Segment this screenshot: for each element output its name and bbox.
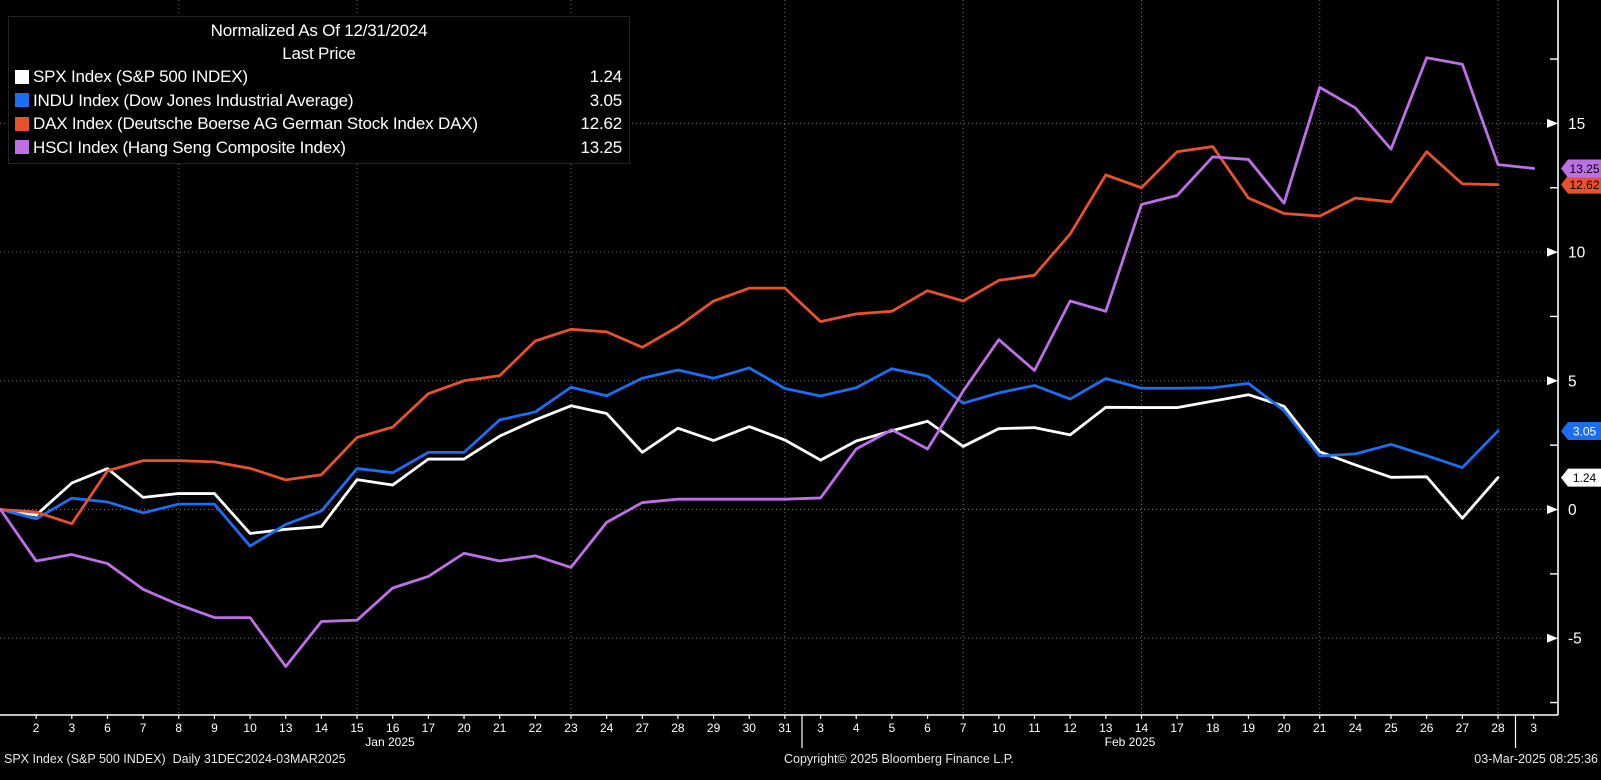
x-axis-tick-label: 17 <box>1170 721 1184 735</box>
x-axis-tick-label: 31 <box>778 721 792 735</box>
last-price-badge <box>1561 175 1601 194</box>
x-axis-tick-label: 3 <box>1530 721 1537 735</box>
x-axis-tick-label: 23 <box>564 721 578 735</box>
legend-label: SPX Index (S&P 500 INDEX) <box>33 67 248 86</box>
x-axis-tick-label: 18 <box>1206 721 1220 735</box>
x-axis-tick-label: 20 <box>457 721 471 735</box>
x-axis-tick-label: 12 <box>1063 721 1077 735</box>
x-axis-tick-label: 20 <box>1277 721 1291 735</box>
x-axis-tick-label: 27 <box>1456 721 1470 735</box>
series-line <box>0 56 1536 668</box>
hsci-color-swatch-icon <box>15 140 29 155</box>
x-axis-tick-label: 15 <box>350 721 364 735</box>
x-axis-tick-label: 28 <box>671 721 685 735</box>
x-axis-tick-label: 29 <box>707 721 721 735</box>
last-price-badge-label: 13.25 <box>1569 162 1599 176</box>
axis-arrow-icon <box>1547 118 1558 128</box>
series-line <box>0 145 1500 526</box>
legend-value: 1.24 <box>589 67 622 86</box>
x-axis-tick-label: 16 <box>386 721 400 735</box>
legend-row-indu[interactable]: INDU Index (Dow Jones Industrial Average… <box>9 89 629 113</box>
y-axis-tick-label: 15 <box>1568 116 1585 133</box>
x-axis-tick-label: 17 <box>422 721 436 735</box>
month-label: Feb 2025 <box>1105 735 1156 749</box>
x-axis-tick-label: 19 <box>1242 721 1256 735</box>
legend-subtitle: Last Price <box>282 44 356 63</box>
x-axis-tick-label: 11 <box>1028 721 1041 735</box>
legend-label: INDU Index (Dow Jones Industrial Average… <box>33 90 354 110</box>
x-axis-tick-label: 27 <box>636 721 650 735</box>
x-axis-tick-label: 28 <box>1491 721 1505 735</box>
chart-description: SPX Index (S&P 500 INDEX) Daily 31DEC202… <box>4 752 346 766</box>
x-axis-tick-label: 13 <box>279 721 293 735</box>
timestamp: 03-Mar-2025 08:25:36 <box>1474 752 1598 766</box>
x-axis-tick-label: 6 <box>104 721 111 735</box>
month-label: Jan 2025 <box>365 735 415 749</box>
x-axis-tick-label: 7 <box>140 721 147 735</box>
axis-arrow-icon <box>1547 633 1558 643</box>
dax-color-swatch-icon <box>15 116 29 131</box>
x-axis-tick-label: 3 <box>817 721 824 735</box>
x-axis-tick-label: 22 <box>529 721 543 735</box>
last-price-badge-label: 12.62 <box>1569 178 1599 192</box>
x-axis-tick-label: 8 <box>175 721 182 735</box>
x-axis-tick-label: 24 <box>600 721 614 735</box>
x-axis-tick-label: 2 <box>33 721 40 735</box>
x-axis-tick-label: 10 <box>243 721 257 735</box>
x-axis-tick-label: 6 <box>924 721 931 735</box>
legend-label: DAX Index (Deutsche Boerse AG German Sto… <box>33 114 478 133</box>
x-axis-tick-label: 21 <box>1313 721 1327 735</box>
x-axis-tick-label: 3 <box>68 721 75 735</box>
copyright-text: Copyright© 2025 Bloomberg Finance L.P. <box>784 752 1014 766</box>
x-axis-tick-label: 13 <box>1099 721 1113 735</box>
x-axis-tick-label: 25 <box>1384 721 1398 735</box>
series-line <box>0 366 1500 548</box>
indu-color-swatch-icon <box>15 93 29 108</box>
y-axis-tick-label: 0 <box>1568 502 1577 519</box>
x-axis-tick-label: 14 <box>1135 721 1149 735</box>
x-axis-tick-label: 10 <box>992 721 1006 735</box>
last-price-badge-label: 1.24 <box>1573 471 1597 485</box>
legend-label: HSCI Index (Hang Seng Composite Index) <box>33 137 346 157</box>
legend-value: 13.25 <box>580 137 622 157</box>
x-axis-tick-label: 4 <box>853 721 860 735</box>
x-axis-tick-label: 30 <box>743 721 757 735</box>
last-price-badge <box>1561 468 1601 487</box>
axis-arrow-icon <box>1547 247 1558 257</box>
x-axis-tick-label: 21 <box>493 721 507 735</box>
last-price-badge <box>1561 421 1601 440</box>
legend-value: 12.62 <box>580 114 622 133</box>
y-axis-tick-label: 5 <box>1568 373 1577 390</box>
axis-arrow-icon <box>1547 376 1558 386</box>
x-axis-tick-label: 5 <box>889 721 896 735</box>
legend-row-hsci[interactable]: HSCI Index (Hang Seng Composite Index) 1… <box>9 136 629 160</box>
legend-value: 3.05 <box>589 90 622 110</box>
last-price-badge-label: 3.05 <box>1573 424 1597 438</box>
legend-row-spx[interactable]: SPX Index (S&P 500 INDEX) 1.24 <box>9 65 629 89</box>
legend-title: Normalized As Of 12/31/2024 <box>210 21 428 40</box>
status-bar: SPX Index (S&P 500 INDEX) Daily 31DEC202… <box>0 749 1601 780</box>
x-axis-tick-label: 26 <box>1420 721 1434 735</box>
legend-row-dax[interactable]: DAX Index (Deutsche Boerse AG German Sto… <box>9 112 629 136</box>
series-line <box>0 393 1500 535</box>
chart-legend[interactable]: Normalized As Of 12/31/2024 Last Price S… <box>8 16 630 164</box>
last-price-badge <box>1561 159 1601 178</box>
axis-arrow-icon <box>1547 505 1558 514</box>
y-axis-tick-label: 10 <box>1568 245 1586 262</box>
x-axis-tick-label: 7 <box>960 721 967 735</box>
x-axis-tick-label: 14 <box>315 721 329 735</box>
y-axis-tick-label: -5 <box>1568 631 1582 648</box>
x-axis-tick-label: 24 <box>1349 721 1363 735</box>
spx-color-swatch-icon <box>15 69 29 84</box>
x-axis-tick-label: 9 <box>211 721 218 735</box>
